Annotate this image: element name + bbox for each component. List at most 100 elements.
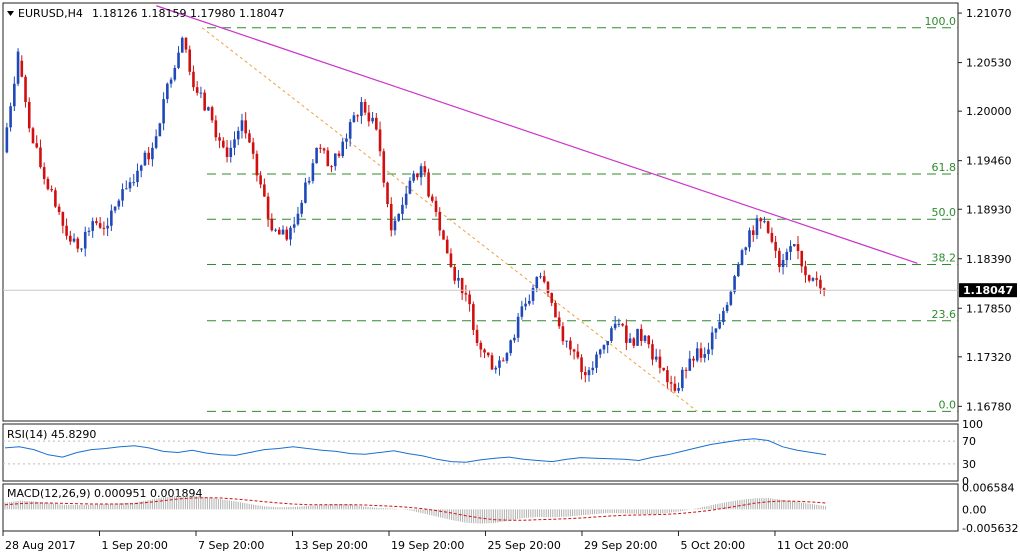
- rsi-tick-label: 70: [962, 435, 976, 448]
- candle: [778, 247, 781, 273]
- dropdown-arrow-icon[interactable]: [7, 11, 14, 16]
- candle: [613, 316, 617, 331]
- candle: [113, 206, 117, 214]
- candle: [333, 153, 337, 171]
- candle: [389, 197, 393, 237]
- candle: [375, 113, 378, 131]
- candle: [311, 158, 315, 184]
- candle: [147, 146, 150, 166]
- candle: [513, 334, 516, 343]
- candle: [430, 193, 434, 203]
- candle: [296, 206, 300, 226]
- candle: [427, 168, 430, 198]
- candle: [61, 211, 65, 234]
- candle: [789, 240, 792, 260]
- candle: [669, 375, 673, 392]
- candle: [751, 225, 755, 242]
- price-tick-label: 1.19460: [966, 155, 1012, 168]
- candle: [315, 147, 318, 164]
- price-tick-label: 1.20000: [966, 105, 1012, 118]
- rsi-tick-label: 100: [962, 418, 983, 431]
- candle: [16, 48, 20, 87]
- candle: [692, 356, 695, 368]
- candle: [561, 322, 565, 345]
- candle: [151, 142, 154, 167]
- time-axis: 28 Aug 2017 1 Sep 20:00 7 Sep 20:00 13 Sep …: [2, 531, 849, 552]
- candle: [509, 339, 512, 356]
- rsi-line: [4, 438, 827, 463]
- candle: [412, 170, 415, 183]
- price-tick-label: 1.21070: [966, 7, 1012, 20]
- candle: [419, 163, 423, 186]
- candle: [781, 253, 785, 275]
- drawing-objects: [156, 5, 918, 412]
- candle: [438, 207, 442, 236]
- candle: [639, 324, 643, 346]
- candle: [98, 216, 102, 229]
- candle: [289, 225, 292, 246]
- candle: [628, 333, 632, 343]
- candle: [725, 301, 729, 314]
- candle: [468, 289, 471, 312]
- candle: [733, 274, 736, 295]
- trendline[interactable]: [156, 5, 918, 264]
- candle: [128, 177, 132, 192]
- candle: [292, 216, 296, 233]
- candle: [785, 248, 789, 268]
- time-tick-label: 29 Sep 20:00: [584, 539, 657, 552]
- candle: [554, 300, 557, 318]
- candle: [371, 111, 374, 124]
- candle: [688, 350, 692, 371]
- candle: [39, 139, 42, 169]
- candle: [423, 161, 427, 177]
- candle: [360, 97, 363, 124]
- candle: [632, 336, 636, 349]
- candle: [319, 144, 322, 153]
- candle: [774, 235, 777, 258]
- candle: [207, 106, 210, 111]
- candle: [587, 367, 591, 382]
- candle: [464, 284, 468, 302]
- candle: [445, 235, 449, 254]
- time-tick-label: 1 Sep 20:00: [101, 539, 167, 552]
- candle: [666, 366, 669, 389]
- candle: [363, 99, 367, 116]
- candle: [225, 139, 229, 163]
- candle: [192, 65, 195, 91]
- fib-diagonal-line[interactable]: [201, 27, 698, 412]
- candle: [27, 97, 31, 133]
- candle: [770, 227, 774, 244]
- fib-level-label: 61.8: [932, 161, 957, 174]
- candle: [408, 177, 412, 195]
- candle: [662, 367, 665, 372]
- time-tick-label: 7 Sep 20:00: [198, 539, 264, 552]
- candle: [498, 356, 501, 376]
- candle: [50, 185, 53, 193]
- candle: [695, 342, 699, 363]
- candle: [169, 77, 173, 88]
- candle: [651, 339, 654, 366]
- macd-panel: MACD(12,26,9) 0.000951 0.001894: [4, 487, 827, 524]
- candle: [236, 126, 240, 146]
- candle: [57, 203, 61, 215]
- candle: [121, 183, 124, 207]
- candle: [83, 226, 87, 257]
- candle: [393, 216, 397, 236]
- fib-level-label: 38.2: [932, 252, 957, 265]
- candle: [804, 260, 807, 283]
- candle: [345, 133, 348, 150]
- candle: [636, 328, 639, 346]
- candle: [46, 176, 50, 191]
- candle: [222, 137, 225, 149]
- candlestick-series: [5, 36, 826, 394]
- fib-level-label: 0.0: [939, 398, 957, 411]
- candle: [274, 228, 277, 232]
- candle: [755, 214, 759, 240]
- candle: [486, 352, 490, 358]
- candle: [505, 351, 509, 364]
- candle: [24, 74, 27, 108]
- candle: [251, 137, 255, 160]
- candle: [546, 281, 550, 297]
